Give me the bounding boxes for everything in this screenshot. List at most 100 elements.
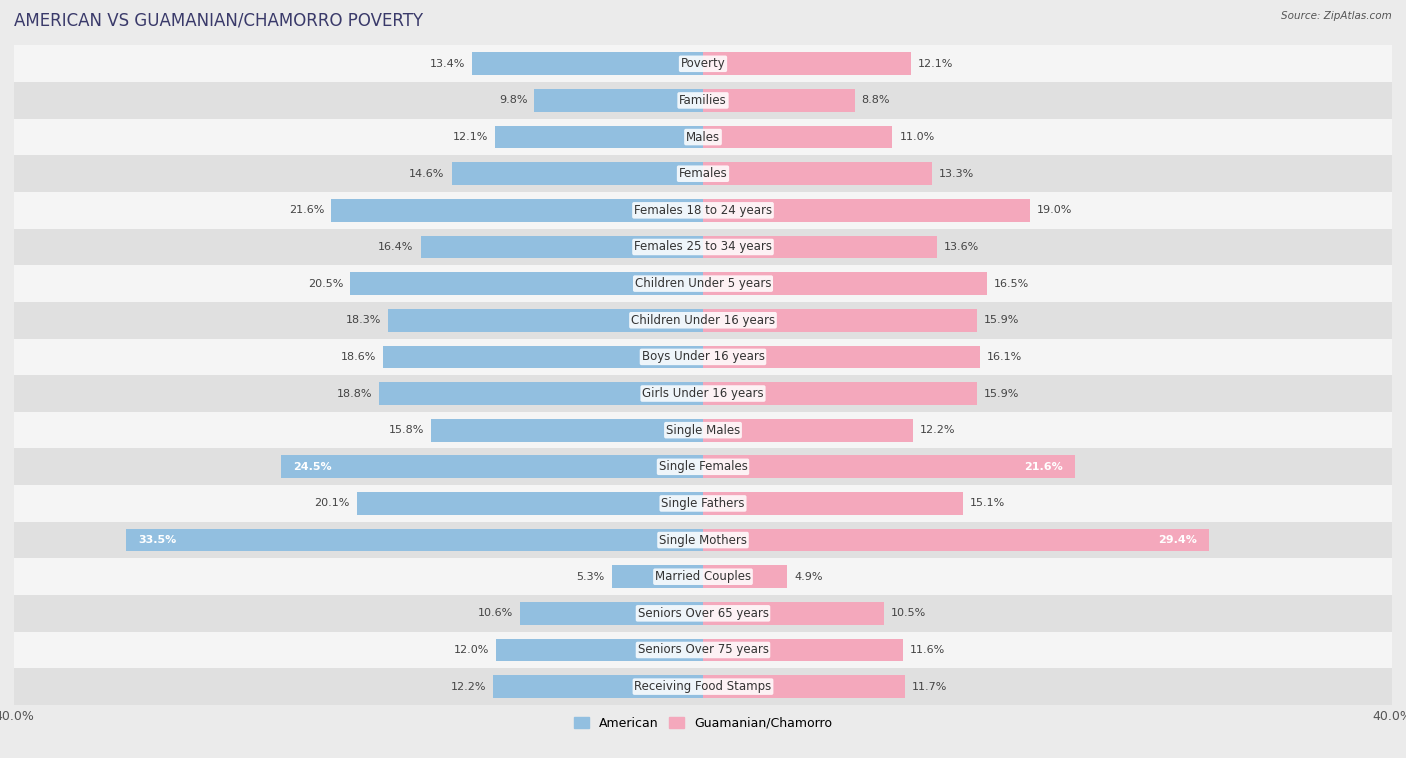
Text: Females 25 to 34 years: Females 25 to 34 years xyxy=(634,240,772,253)
Bar xyxy=(703,492,963,515)
Text: 13.4%: 13.4% xyxy=(430,59,465,69)
Text: 11.7%: 11.7% xyxy=(911,681,946,691)
Bar xyxy=(703,346,980,368)
Bar xyxy=(382,346,703,368)
Bar xyxy=(703,236,938,258)
Bar xyxy=(14,449,1392,485)
Bar xyxy=(534,89,703,111)
Text: 20.5%: 20.5% xyxy=(308,279,343,289)
Text: 16.4%: 16.4% xyxy=(378,242,413,252)
Text: 20.1%: 20.1% xyxy=(315,499,350,509)
Text: Seniors Over 75 years: Seniors Over 75 years xyxy=(637,644,769,656)
Text: 9.8%: 9.8% xyxy=(499,96,527,105)
Text: Source: ZipAtlas.com: Source: ZipAtlas.com xyxy=(1281,11,1392,21)
Text: AMERICAN VS GUAMANIAN/CHAMORRO POVERTY: AMERICAN VS GUAMANIAN/CHAMORRO POVERTY xyxy=(14,11,423,30)
Bar xyxy=(703,382,977,405)
Text: 10.5%: 10.5% xyxy=(891,609,927,619)
Bar xyxy=(495,126,703,149)
Text: 12.1%: 12.1% xyxy=(918,59,953,69)
Text: 29.4%: 29.4% xyxy=(1159,535,1198,545)
Text: 12.2%: 12.2% xyxy=(450,681,486,691)
Text: 12.0%: 12.0% xyxy=(454,645,489,655)
Bar xyxy=(496,639,703,661)
Text: 15.8%: 15.8% xyxy=(388,425,425,435)
Bar xyxy=(127,529,703,551)
Bar xyxy=(14,119,1392,155)
Text: 8.8%: 8.8% xyxy=(862,96,890,105)
Text: 15.9%: 15.9% xyxy=(984,389,1019,399)
Text: Males: Males xyxy=(686,130,720,143)
Bar xyxy=(14,229,1392,265)
Text: 16.5%: 16.5% xyxy=(994,279,1029,289)
Text: Females 18 to 24 years: Females 18 to 24 years xyxy=(634,204,772,217)
Text: 18.3%: 18.3% xyxy=(346,315,381,325)
Bar xyxy=(14,265,1392,302)
Bar xyxy=(520,602,703,625)
Text: 12.2%: 12.2% xyxy=(920,425,956,435)
Bar xyxy=(703,419,912,441)
Text: 13.3%: 13.3% xyxy=(939,169,974,179)
Bar xyxy=(350,272,703,295)
Bar xyxy=(14,669,1392,705)
Text: 24.5%: 24.5% xyxy=(292,462,332,471)
Text: Children Under 16 years: Children Under 16 years xyxy=(631,314,775,327)
Text: Married Couples: Married Couples xyxy=(655,570,751,583)
Bar xyxy=(14,559,1392,595)
Bar xyxy=(14,522,1392,559)
Bar xyxy=(430,419,703,441)
Bar xyxy=(703,309,977,331)
Bar xyxy=(703,529,1209,551)
Bar xyxy=(14,375,1392,412)
Bar xyxy=(451,162,703,185)
Bar xyxy=(703,456,1076,478)
Bar xyxy=(703,565,787,588)
Text: 11.6%: 11.6% xyxy=(910,645,945,655)
Text: Children Under 5 years: Children Under 5 years xyxy=(634,277,772,290)
Text: 11.0%: 11.0% xyxy=(900,132,935,142)
Text: Females: Females xyxy=(679,168,727,180)
Text: Receiving Food Stamps: Receiving Food Stamps xyxy=(634,680,772,693)
Text: Single Mothers: Single Mothers xyxy=(659,534,747,547)
Text: Single Females: Single Females xyxy=(658,460,748,473)
Bar xyxy=(388,309,703,331)
Bar xyxy=(703,162,932,185)
Bar xyxy=(420,236,703,258)
Bar xyxy=(703,126,893,149)
Text: 15.9%: 15.9% xyxy=(984,315,1019,325)
Bar xyxy=(703,602,884,625)
Bar xyxy=(703,639,903,661)
Legend: American, Guamanian/Chamorro: American, Guamanian/Chamorro xyxy=(569,712,837,735)
Text: Boys Under 16 years: Boys Under 16 years xyxy=(641,350,765,363)
Text: 21.6%: 21.6% xyxy=(288,205,323,215)
Text: Single Males: Single Males xyxy=(666,424,740,437)
Bar xyxy=(703,199,1031,221)
Text: Seniors Over 65 years: Seniors Over 65 years xyxy=(637,607,769,620)
Bar xyxy=(14,339,1392,375)
Text: 19.0%: 19.0% xyxy=(1038,205,1073,215)
Bar xyxy=(357,492,703,515)
Bar xyxy=(14,155,1392,192)
Text: Poverty: Poverty xyxy=(681,58,725,70)
Bar xyxy=(14,412,1392,449)
Text: 13.6%: 13.6% xyxy=(945,242,980,252)
Text: Girls Under 16 years: Girls Under 16 years xyxy=(643,387,763,400)
Bar xyxy=(472,52,703,75)
Text: 18.8%: 18.8% xyxy=(337,389,373,399)
Bar xyxy=(380,382,703,405)
Text: 15.1%: 15.1% xyxy=(970,499,1005,509)
Bar xyxy=(14,45,1392,82)
Bar xyxy=(703,52,911,75)
Bar xyxy=(703,675,904,698)
Text: 14.6%: 14.6% xyxy=(409,169,444,179)
Text: 33.5%: 33.5% xyxy=(138,535,176,545)
Text: 18.6%: 18.6% xyxy=(340,352,375,362)
Bar xyxy=(14,82,1392,119)
Bar xyxy=(14,302,1392,339)
Text: 10.6%: 10.6% xyxy=(478,609,513,619)
Bar xyxy=(494,675,703,698)
Text: 21.6%: 21.6% xyxy=(1024,462,1063,471)
Text: 12.1%: 12.1% xyxy=(453,132,488,142)
Text: Single Fathers: Single Fathers xyxy=(661,497,745,510)
Text: 16.1%: 16.1% xyxy=(987,352,1022,362)
Bar xyxy=(703,272,987,295)
